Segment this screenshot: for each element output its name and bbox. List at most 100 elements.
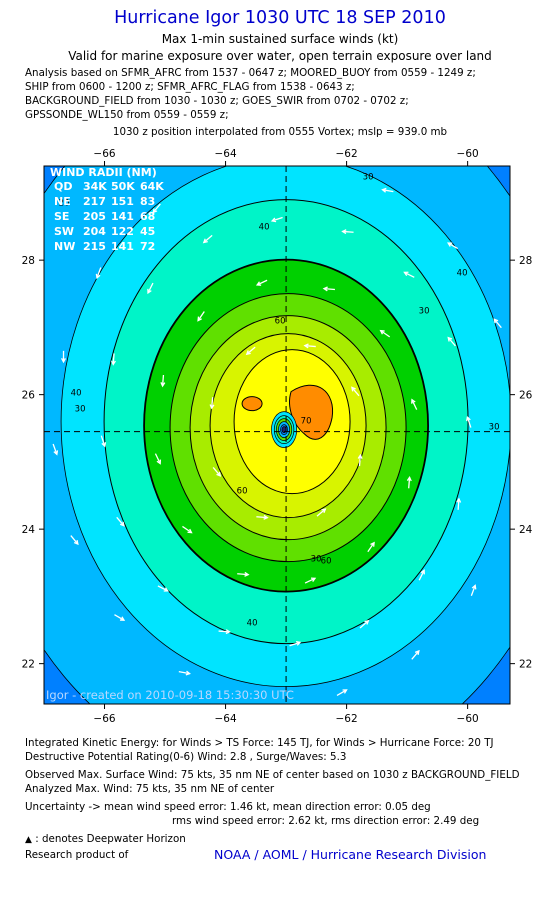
contour-label: 30 — [419, 307, 430, 317]
wind-radii-cell: 151 — [111, 195, 134, 208]
contour-label: 30 — [363, 173, 374, 183]
wind-radii-cell: QD — [54, 180, 72, 193]
credit-text: Igor - created on 2010-09-18 15:30:30 UT… — [46, 688, 294, 702]
wind-arrow — [342, 230, 354, 233]
wind-arrow-head — [493, 318, 499, 324]
wind-arrow — [70, 535, 79, 545]
wind-arrow-head — [341, 229, 347, 235]
contour-label: 40 — [259, 223, 270, 233]
wind-arrow-head — [466, 415, 471, 422]
y-tick-label-right: 26 — [519, 390, 533, 402]
wind-arrow — [212, 467, 221, 477]
wind-arrow-head — [310, 577, 317, 582]
y-tick-label-left: 26 — [22, 390, 36, 402]
wind-arrow — [380, 330, 391, 338]
wind-arrow — [408, 477, 411, 489]
wind-arrow — [203, 234, 213, 244]
wind-arrow-head — [471, 584, 477, 590]
wind-arrow — [336, 689, 347, 696]
wind-arrow — [411, 399, 418, 410]
wind-radii-cell: 141 — [111, 240, 134, 253]
wind-arrow — [316, 508, 326, 517]
deepwater-legend-label: : denotes Deepwater Horizon — [35, 833, 186, 845]
wind-arrow — [256, 516, 268, 519]
x-tick-label-bottom: −60 — [457, 713, 479, 725]
wind-arrow — [237, 573, 249, 576]
wind-arrow — [358, 455, 362, 467]
wind-arrow-head — [110, 360, 116, 366]
wind-arrow — [211, 397, 214, 409]
contour-label: 30 — [489, 423, 500, 433]
observed-max-line: Observed Max. Surface Wind: 75 kts, 35 n… — [25, 769, 520, 781]
wind-arrow — [289, 641, 301, 647]
wind-arrow-head — [119, 616, 126, 621]
wind-arrow-head — [456, 497, 462, 503]
wind-arrow-head — [209, 404, 215, 410]
wind-arrow-head — [263, 514, 269, 520]
wind-arrow — [116, 516, 125, 527]
wind-arrow — [411, 650, 420, 660]
wind-arrow — [96, 267, 102, 279]
wind-arrow — [161, 374, 165, 387]
wind-arrow — [470, 585, 476, 596]
wind-radii-cell: NE — [54, 195, 71, 208]
wind-arrow — [323, 287, 335, 291]
wind-arrow — [466, 416, 472, 428]
contour-label: 60 — [321, 557, 332, 567]
deepwater-legend: ▲ : denotes Deepwater Horizon — [25, 833, 186, 845]
wind-arrow — [457, 498, 460, 510]
wind-arrow-head — [53, 450, 59, 456]
contour-label: 30 — [75, 405, 86, 415]
wind-arrow-head — [202, 238, 208, 244]
page-title: Hurricane Igor 1030 UTC 18 SEP 2010 — [114, 8, 446, 28]
wind-arrow — [447, 337, 456, 347]
wind-arrow — [152, 203, 161, 213]
x-tick-label-bottom: −64 — [214, 713, 236, 725]
wind-arrow — [100, 435, 106, 447]
wind-arrow-head — [245, 350, 251, 356]
analysis-line: BACKGROUND_FIELD from 1030 - 1030 z; GOE… — [25, 95, 409, 107]
wind-radii-cell: 217 — [83, 195, 106, 208]
wind-arrow-head — [364, 619, 370, 625]
wind-radii-cell: 64K — [140, 180, 164, 193]
wind-arrow-head — [447, 242, 453, 247]
hrd-link[interactable]: NOAA / AOML / Hurricane Research Divisio… — [214, 847, 487, 862]
wind-arrow-head — [61, 358, 66, 364]
wind-arrow — [182, 525, 192, 534]
wind-arrow — [304, 344, 316, 348]
wind-arrow-head — [411, 398, 416, 404]
analysis-line: SHIP from 0600 - 1200 z; SFMR_AFRC_FLAG … — [25, 81, 355, 93]
wind-arrow-head — [147, 288, 152, 295]
wind-arrow-head — [197, 316, 202, 322]
wind-arrow-head — [447, 336, 453, 342]
wind-arrow-head — [185, 670, 191, 676]
x-tick-label-top: −62 — [336, 148, 358, 160]
wind-radii-cell: 34K — [83, 180, 107, 193]
wind-arrow-head — [160, 382, 166, 388]
x-tick-label-top: −60 — [457, 148, 479, 160]
analyzed-max-line: Analyzed Max. Wind: 75 kts, 35 nm NE of … — [25, 783, 275, 795]
y-tick-label-right: 24 — [519, 524, 533, 536]
research-label: Research product of — [25, 849, 129, 861]
wind-radii-cell: 68 — [140, 210, 155, 223]
wind-radii-cell: 50K — [111, 180, 135, 193]
field-subtitle: Max 1-min sustained surface winds (kt) — [161, 32, 399, 46]
wind-radii-cell: 205 — [83, 210, 106, 223]
wind-radii-title: WIND RADII (NM) — [50, 166, 157, 179]
wind-arrow-head — [255, 281, 262, 286]
y-tick-label-left: 22 — [22, 659, 35, 671]
wind-arrow — [271, 216, 283, 222]
wind-arrow-head — [95, 273, 101, 280]
analysis-line: GPSSONDE_WL150 from 0559 - 0559 z; — [25, 109, 229, 121]
wind-arrow — [493, 318, 502, 329]
wind-radii-cell: 141 — [111, 210, 134, 223]
y-tick-label-left: 24 — [22, 524, 36, 536]
wind-arrow-head — [295, 640, 302, 646]
wind-arrow-head — [156, 459, 162, 465]
contour-label: 40 — [247, 619, 258, 629]
wind-arrow-head — [321, 508, 327, 514]
wind-arrow-head — [381, 187, 387, 193]
wind-arrow-head — [370, 541, 375, 547]
wind-max-70kt-west — [241, 396, 263, 412]
wind-arrow — [256, 279, 268, 286]
